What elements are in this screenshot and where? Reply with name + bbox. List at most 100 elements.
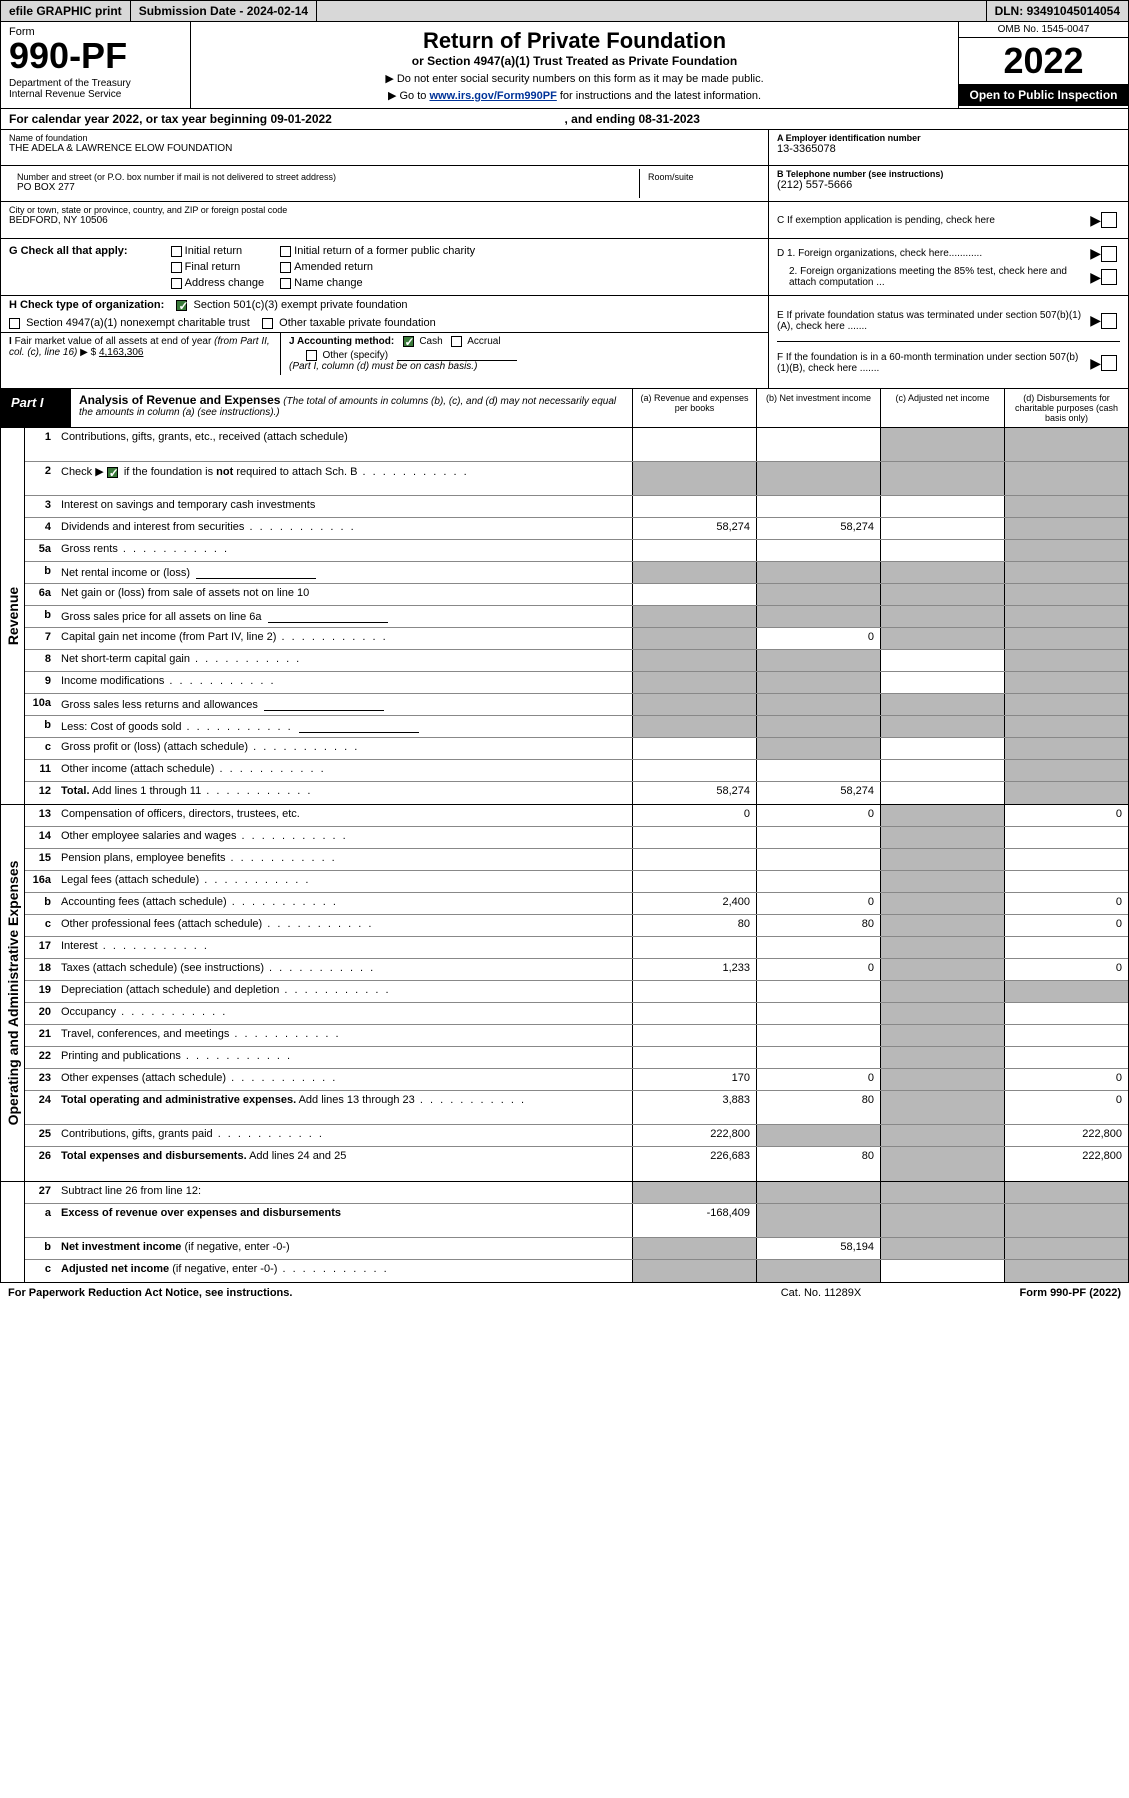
table-row: 14Other employee salaries and wages — [25, 827, 1128, 849]
year-line: For calendar year 2022, or tax year begi… — [0, 109, 1129, 130]
amount-cell — [880, 1025, 1004, 1046]
table-row: cAdjusted net income (if negative, enter… — [25, 1260, 1128, 1282]
hij-block: H Check type of organization: Section 50… — [0, 296, 1129, 389]
line-number: 24 — [25, 1091, 57, 1124]
table-row: bNet investment income (if negative, ent… — [25, 1238, 1128, 1260]
h-501c3-checkbox[interactable] — [176, 300, 187, 311]
line-number: 9 — [25, 672, 57, 693]
table-row: 6aNet gain or (loss) from sale of assets… — [25, 584, 1128, 606]
table-row: 11Other income (attach schedule) — [25, 760, 1128, 782]
amount-cell: 0 — [1004, 893, 1128, 914]
line-number: 26 — [25, 1147, 57, 1181]
amount-cell — [1004, 1025, 1128, 1046]
amount-cell — [1004, 694, 1128, 715]
amount-cell — [756, 1003, 880, 1024]
table-row: 15Pension plans, employee benefits — [25, 849, 1128, 871]
table-row: bGross sales price for all assets on lin… — [25, 606, 1128, 628]
d1-checkbox[interactable] — [1101, 246, 1117, 262]
g-addr-checkbox[interactable] — [171, 278, 182, 289]
amount-cell — [756, 1204, 880, 1237]
amount-cell: 80 — [756, 1147, 880, 1181]
line-desc: Accounting fees (attach schedule) — [57, 893, 632, 914]
line-number: 22 — [25, 1047, 57, 1068]
amount-cell — [756, 1025, 880, 1046]
h-4947-checkbox[interactable] — [9, 318, 20, 329]
amount-cell — [632, 650, 756, 671]
amount-cell — [756, 496, 880, 517]
amount-cell — [632, 1182, 756, 1203]
amount-cell — [756, 584, 880, 605]
e-checkbox[interactable] — [1101, 313, 1117, 329]
amount-cell — [1004, 650, 1128, 671]
form-title: Return of Private Foundation — [203, 28, 946, 54]
amount-cell — [1004, 871, 1128, 892]
g-name-checkbox[interactable] — [280, 278, 291, 289]
amount-cell — [880, 827, 1004, 848]
col-a-head: (a) Revenue and expenses per books — [632, 389, 756, 427]
table-row: 16aLegal fees (attach schedule) — [25, 871, 1128, 893]
line-number: 7 — [25, 628, 57, 649]
amount-cell — [1004, 518, 1128, 539]
table-row: 19Depreciation (attach schedule) and dep… — [25, 981, 1128, 1003]
line-desc: Travel, conferences, and meetings — [57, 1025, 632, 1046]
line-desc: Interest on savings and temporary cash i… — [57, 496, 632, 517]
d1-label: D 1. Foreign organizations, check here..… — [777, 248, 1090, 259]
amount-cell — [756, 871, 880, 892]
g-amended-checkbox[interactable] — [280, 262, 291, 273]
city-value: BEDFORD, NY 10506 — [9, 215, 760, 226]
g-final-checkbox[interactable] — [171, 262, 182, 273]
line-desc: Occupancy — [57, 1003, 632, 1024]
dln: DLN: 93491045014054 — [987, 1, 1128, 21]
line-desc: Depreciation (attach schedule) and deple… — [57, 981, 632, 1002]
street-label: Number and street (or P.O. box number if… — [17, 172, 631, 182]
line-desc: Legal fees (attach schedule) — [57, 871, 632, 892]
form-subtitle: or Section 4947(a)(1) Trust Treated as P… — [203, 54, 946, 68]
j-accrual-checkbox[interactable] — [451, 336, 462, 347]
instruction-1: ▶ Do not enter social security numbers o… — [203, 72, 946, 85]
line-desc: Excess of revenue over expenses and disb… — [57, 1204, 632, 1237]
g-initial-checkbox[interactable] — [171, 246, 182, 257]
table-row: 10aGross sales less returns and allowanc… — [25, 694, 1128, 716]
footer-right: Form 990-PF (2022) — [921, 1287, 1121, 1299]
h-other-checkbox[interactable] — [262, 318, 273, 329]
table-row: 5aGross rents — [25, 540, 1128, 562]
efile-label: efile GRAPHIC print — [1, 1, 130, 21]
open-public: Open to Public Inspection — [959, 84, 1128, 106]
h-label: H Check type of organization: — [9, 299, 164, 311]
d2-checkbox[interactable] — [1101, 269, 1117, 285]
amount-cell — [1004, 496, 1128, 517]
line-number: 8 — [25, 650, 57, 671]
amount-cell — [756, 716, 880, 737]
amount-cell: 80 — [756, 915, 880, 936]
amount-cell — [1004, 937, 1128, 958]
line-number: 25 — [25, 1125, 57, 1146]
amount-cell — [1004, 1238, 1128, 1259]
amount-cell — [632, 1003, 756, 1024]
line-number: c — [25, 1260, 57, 1282]
amount-cell — [1004, 1182, 1128, 1203]
amount-cell — [1004, 428, 1128, 461]
line-desc: Total. Add lines 1 through 11 — [57, 782, 632, 804]
j-other-checkbox[interactable] — [306, 350, 317, 361]
amount-cell — [880, 1125, 1004, 1146]
line-desc: Other expenses (attach schedule) — [57, 1069, 632, 1090]
amount-cell — [880, 1204, 1004, 1237]
amount-cell — [1004, 1047, 1128, 1068]
g-initial-former-checkbox[interactable] — [280, 246, 291, 257]
table-row: 18Taxes (attach schedule) (see instructi… — [25, 959, 1128, 981]
amount-cell: 80 — [756, 1091, 880, 1124]
submission-date: Submission Date - 2024-02-14 — [131, 1, 316, 21]
line-number: 4 — [25, 518, 57, 539]
f-checkbox[interactable] — [1101, 355, 1117, 371]
amount-cell — [632, 760, 756, 781]
amount-cell — [632, 628, 756, 649]
line-number: 23 — [25, 1069, 57, 1090]
form-link[interactable]: www.irs.gov/Form990PF — [429, 90, 556, 102]
c-checkbox[interactable] — [1101, 212, 1117, 228]
amount-cell — [632, 981, 756, 1002]
j-note: (Part I, column (d) must be on cash basi… — [289, 361, 477, 372]
table-row: 7Capital gain net income (from Part IV, … — [25, 628, 1128, 650]
j-cash-checkbox[interactable] — [403, 336, 414, 347]
table-row: 8Net short-term capital gain — [25, 650, 1128, 672]
line-desc: Contributions, gifts, grants, etc., rece… — [57, 428, 632, 461]
